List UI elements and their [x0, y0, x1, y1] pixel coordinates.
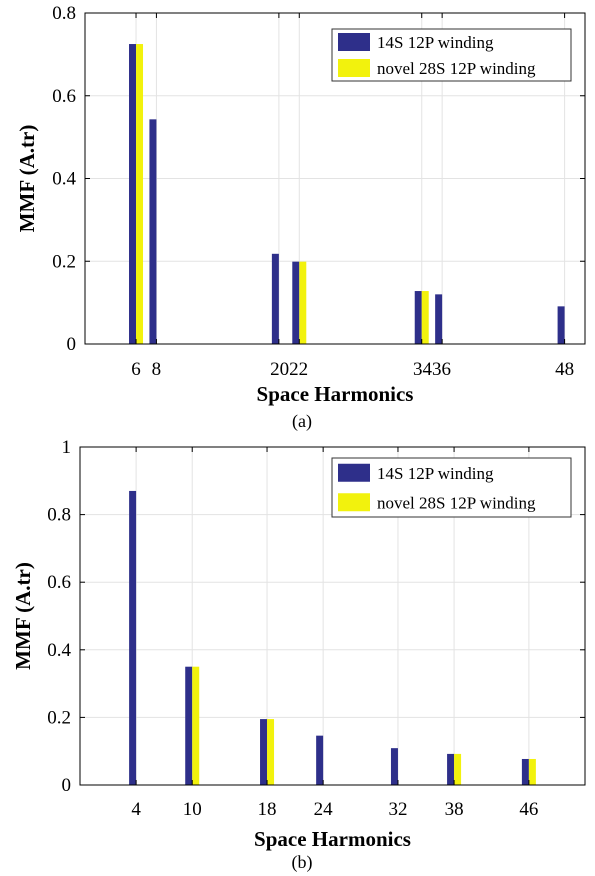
y-tick-label: 0 [67, 334, 77, 355]
y-tick-label: 0.8 [52, 3, 76, 24]
legend-label-novel-28s-12p: novel 28S 12P winding [377, 59, 536, 78]
chart-panel-a: 0 0.2 0.4 0.6 0.8 6 8 2022 3436 48 Space Harmonics… [15, 3, 586, 432]
bar-14s-12p-h20 [271, 253, 279, 344]
bar-novel-28s-12p-h6 [136, 44, 144, 344]
legend-box [331, 457, 572, 518]
legend-swatch-novel-28s-12p [338, 59, 370, 77]
x-tick-label: 3436 [413, 359, 451, 380]
legend-label-14s-12p: 14S 12P winding [377, 33, 494, 52]
bar-14s-12p-h48 [557, 306, 565, 344]
legend-label-novel-28s-12p: novel 28S 12P winding [377, 493, 536, 512]
y-tick-label: 0.6 [52, 86, 76, 107]
legend: 14S 12P winding novel 28S 12P winding [331, 28, 572, 82]
x-tick-label: 46 [519, 799, 538, 820]
y-tick-label: 0.2 [47, 707, 71, 728]
x-tick-label: 24 [314, 799, 334, 820]
legend-swatch-14s-12p [338, 463, 370, 482]
x-tick-label: 8 [152, 359, 162, 380]
bar-novel-28s-12p-h46 [528, 758, 536, 785]
x-axis-title: Space Harmonics [254, 827, 411, 851]
x-tick-label: 6 [131, 359, 141, 380]
legend-label-14s-12p: 14S 12P winding [377, 464, 494, 483]
y-tick-label: 0.8 [47, 505, 71, 526]
bar-14s-12p-h8 [149, 119, 157, 345]
legend-swatch-novel-28s-12p [338, 493, 370, 512]
bar-14s-12p-h36 [435, 294, 443, 344]
bar-14s-12p-h34 [414, 291, 422, 344]
bar-14s-12p-h6 [129, 44, 137, 344]
bar-14s-12p-h32 [390, 748, 398, 785]
y-tick-label: 0 [62, 775, 72, 796]
bar-novel-28s-12p-h22 [299, 261, 307, 344]
x-tick-label: 38 [445, 799, 464, 820]
y-tick-label: 1 [62, 437, 72, 458]
bar-14s-12p-h24 [316, 735, 324, 785]
axes-box [79, 446, 586, 786]
legend-swatch-14s-12p [338, 33, 370, 51]
x-tick-label: 32 [388, 799, 407, 820]
chart-panel-b: 0 0.2 0.4 0.6 0.8 1 4 10 18 24 32 38 46 Space Harmoni… [11, 437, 586, 873]
panel-caption: (a) [292, 411, 312, 432]
x-tick-label: 2022 [270, 359, 308, 380]
y-axis-title: MMF (A.tr) [11, 562, 35, 670]
bar-novel-28s-12p-h18 [267, 719, 275, 785]
x-tick-label: 10 [183, 799, 202, 820]
legend-box [331, 28, 572, 82]
y-tick-label: 0.4 [47, 640, 71, 661]
x-axis-title: Space Harmonics [257, 382, 414, 406]
bar-novel-28s-12p-h34 [421, 291, 429, 344]
legend: 14S 12P winding novel 28S 12P winding [331, 457, 572, 518]
y-axis-title: MMF (A.tr) [15, 125, 39, 233]
bar-14s-12p-h18 [260, 719, 268, 785]
bar-14s-12p-h10 [185, 666, 193, 785]
bar-14s-12p-h4 [129, 490, 137, 785]
y-tick-label: 0.6 [47, 572, 71, 593]
panel-caption: (b) [292, 852, 313, 873]
y-tick-label: 0.4 [52, 169, 76, 190]
x-tick-label: 4 [131, 799, 141, 820]
y-tick-label: 0.2 [52, 251, 76, 272]
x-tick-label: 48 [555, 359, 574, 380]
bar-novel-28s-12p-h10 [192, 666, 200, 785]
bar-14s-12p-h22 [292, 261, 300, 344]
bar-14s-12p-h46 [521, 758, 529, 785]
bar-novel-28s-12p-h38 [454, 753, 462, 785]
x-tick-label: 18 [258, 799, 277, 820]
bar-14s-12p-h38 [447, 753, 455, 785]
